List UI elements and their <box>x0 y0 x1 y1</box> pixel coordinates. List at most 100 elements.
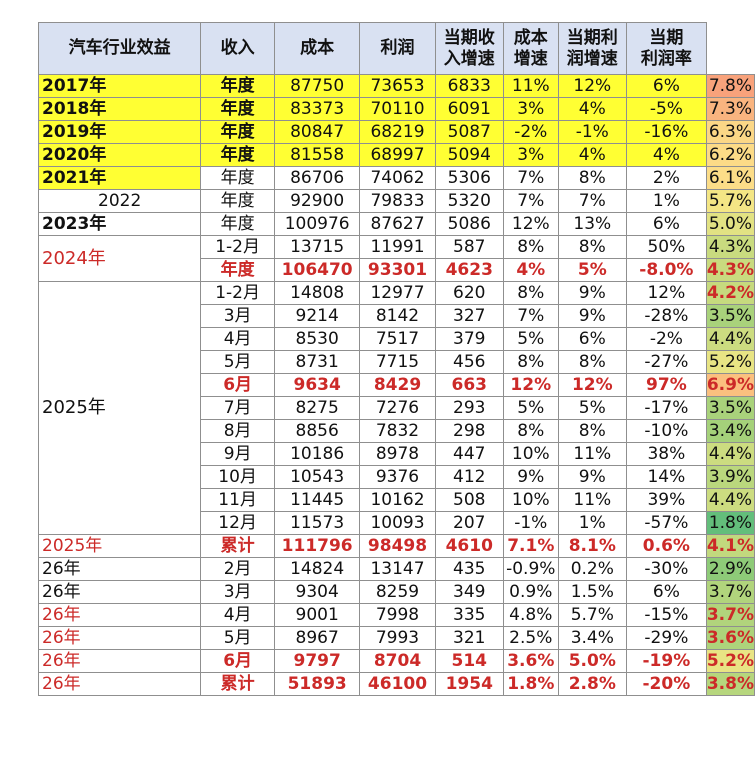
table-row: 26年 4月 9001 7998 335 4.8% 5.7% -15% 3.7% <box>37 603 755 627</box>
margin-cell: 5.0% <box>705 212 755 236</box>
cost-cell: 12977 <box>359 281 436 305</box>
table-row: 6月 9634 8429 663 12% 12% 97% 6.9% <box>39 373 755 397</box>
period-cell: 6月 <box>200 373 275 397</box>
cost-growth-cell: 9% <box>557 304 627 328</box>
revenue-cell: 9001 <box>273 603 361 627</box>
revenue-growth-cell: 7% <box>502 304 559 328</box>
table-row: 26年 5月 8967 7993 321 2.5% 3.4% -29% 3.6% <box>37 626 755 650</box>
cost-cell: 11991 <box>359 235 436 259</box>
profit-growth-cell: 4% <box>625 143 707 167</box>
revenue-growth-cell: 7% <box>502 166 559 190</box>
header-margin: 当期 利润率 <box>625 22 707 75</box>
header-line: 入增速 <box>443 48 495 69</box>
cost-cell: 7998 <box>359 603 436 627</box>
profit-cell: 4623 <box>434 258 504 282</box>
cost-growth-cell: 5.7% <box>557 603 627 627</box>
period-cell: 8月 <box>200 419 275 443</box>
profit-cell: 335 <box>434 603 504 627</box>
margin-cell: 4.4% <box>705 488 755 512</box>
profit-growth-cell: 2% <box>625 166 707 190</box>
cost-growth-cell: 5% <box>557 258 627 282</box>
header-line: 成本 <box>300 38 335 58</box>
profit-growth-cell: -29% <box>625 626 707 650</box>
profit-cell: 321 <box>434 626 504 650</box>
period-cell: 10月 <box>200 465 275 489</box>
cost-cell: 46100 <box>359 672 436 696</box>
cost-growth-cell: 2.8% <box>557 672 627 696</box>
revenue-growth-cell: 12% <box>502 212 559 236</box>
profit-cell: 6833 <box>434 74 504 98</box>
period-cell: 12月 <box>200 511 275 535</box>
cost-growth-cell: 8% <box>557 419 627 443</box>
profit-cell: 620 <box>434 281 504 305</box>
profit-growth-cell: -28% <box>625 304 707 328</box>
cost-cell: 7517 <box>359 327 436 351</box>
revenue-growth-cell: 8% <box>502 419 559 443</box>
profit-growth-cell: -16% <box>625 120 707 144</box>
margin-cell: 4.3% <box>705 235 755 259</box>
revenue-growth-cell: 10% <box>502 488 559 512</box>
period-cell: 年度 <box>200 120 275 144</box>
cost-growth-cell: 4% <box>557 143 627 167</box>
profit-growth-cell: 97% <box>625 373 707 397</box>
cost-growth-cell: 4% <box>557 97 627 121</box>
margin-cell: 3.8% <box>705 672 755 696</box>
revenue-growth-cell: 11% <box>502 74 559 98</box>
cost-cell: 10093 <box>359 511 436 535</box>
year-cell: 2022 <box>37 189 202 213</box>
cost-growth-cell: 9% <box>557 281 627 305</box>
cost-cell: 8142 <box>359 304 436 328</box>
year-cell: 2019年 <box>37 120 202 144</box>
revenue-cell: 10543 <box>273 465 361 489</box>
period-cell: 5月 <box>200 626 275 650</box>
revenue-cell: 83373 <box>273 97 361 121</box>
revenue-cell: 86706 <box>273 166 361 190</box>
year-cell: 2017年 <box>37 74 202 98</box>
profit-growth-cell: 6% <box>625 74 707 98</box>
revenue-growth-cell: 7.1% <box>502 534 559 558</box>
revenue-cell: 9634 <box>273 373 361 397</box>
period-cell: 7月 <box>200 396 275 420</box>
revenue-growth-cell: 8% <box>502 350 559 374</box>
profit-cell: 5320 <box>434 189 504 213</box>
year-cell: 2023年 <box>37 212 202 236</box>
year-cell: 26年 <box>37 603 202 627</box>
revenue-growth-cell: -1% <box>502 511 559 535</box>
period-cell: 4月 <box>200 603 275 627</box>
revenue-growth-cell: 4% <box>502 258 559 282</box>
revenue-growth-cell: 1.8% <box>502 672 559 696</box>
period-cell: 5月 <box>200 350 275 374</box>
profit-cell: 5086 <box>434 212 504 236</box>
period-cell: 年度 <box>200 189 275 213</box>
margin-cell: 6.9% <box>705 373 755 397</box>
revenue-cell: 87750 <box>273 74 361 98</box>
year-cell: 26年 <box>37 649 202 673</box>
header-line: 当期利 <box>566 27 618 48</box>
header-line: 利润率 <box>640 48 692 69</box>
table-row: 2024年 1-2月 13715 11991 587 8% 8% 50% 4.3% <box>37 235 755 282</box>
table-row: 2019年 年度 80847 68219 5087 -2% -1% -16% 6.3% <box>37 120 755 144</box>
year-cell: 26年 <box>37 580 202 604</box>
profit-growth-cell: -15% <box>625 603 707 627</box>
year-group-cell: 2024年 <box>37 235 202 282</box>
revenue-cell: 8731 <box>273 350 361 374</box>
table-row: 年度 106470 93301 4623 4% 5% -8.0% 4.3% <box>39 258 755 282</box>
revenue-cell: 14808 <box>273 281 361 305</box>
revenue-cell: 92900 <box>273 189 361 213</box>
table-row: 2020年 年度 81558 68997 5094 3% 4% 4% 6.2% <box>37 143 755 167</box>
period-cell: 累计 <box>200 534 275 558</box>
profit-growth-cell: -19% <box>625 649 707 673</box>
profit-cell: 207 <box>434 511 504 535</box>
revenue-growth-cell: 8% <box>502 281 559 305</box>
cost-cell: 93301 <box>359 258 436 282</box>
year-cell: 26年 <box>37 626 202 650</box>
cost-growth-cell: 11% <box>557 442 627 466</box>
revenue-cell: 9304 <box>273 580 361 604</box>
cost-cell: 68997 <box>359 143 436 167</box>
margin-cell: 1.8% <box>705 511 755 535</box>
margin-cell: 7.8% <box>705 74 755 98</box>
profit-growth-cell: -57% <box>625 511 707 535</box>
cost-growth-cell: 12% <box>557 373 627 397</box>
header-revenue: 收入 <box>200 22 275 75</box>
revenue-cell: 8967 <box>273 626 361 650</box>
